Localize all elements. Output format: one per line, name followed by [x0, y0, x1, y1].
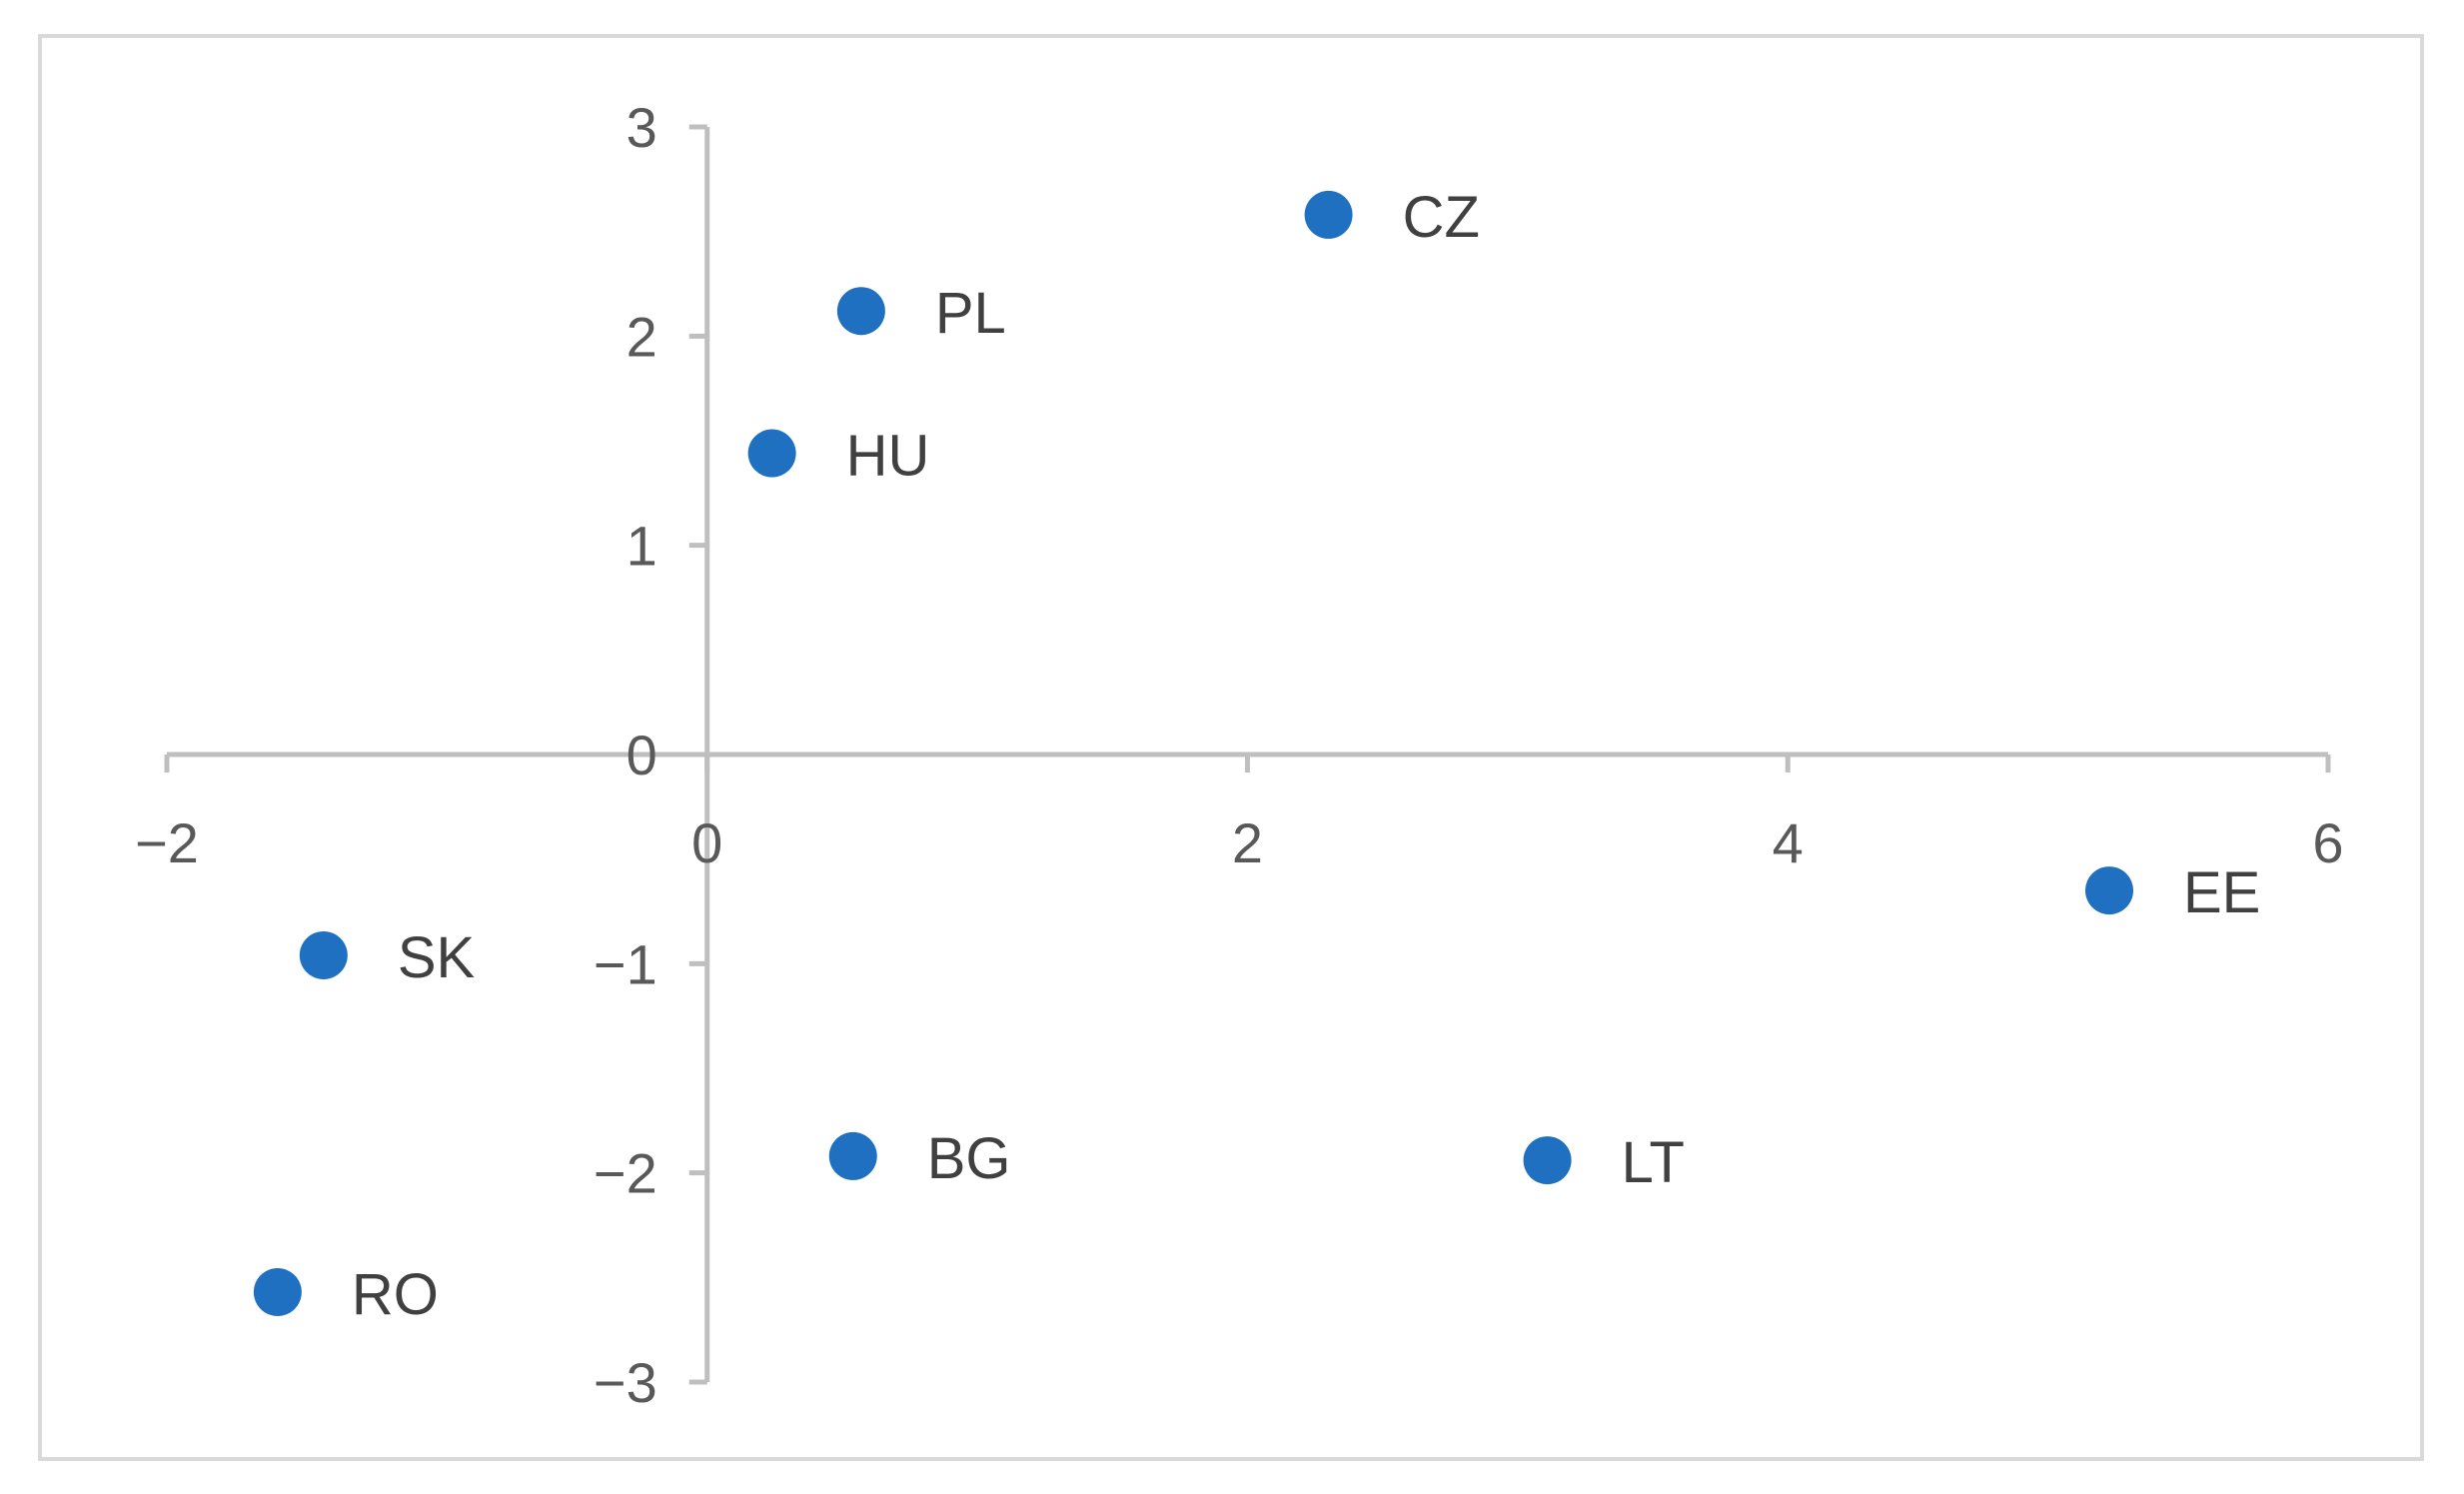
data-points: CZ PL HU SK EE BG LT RO — [253, 185, 2260, 1327]
data-label-bg: BG — [927, 1126, 1011, 1191]
data-label-sk: SK — [398, 925, 476, 990]
x-tick-label: −2 — [135, 811, 199, 874]
x-tick-label: 4 — [1773, 811, 1804, 874]
data-label-ee: EE — [2183, 860, 2260, 925]
x-tick-label: 6 — [2312, 811, 2343, 874]
data-point-bg — [828, 1131, 877, 1180]
data-label-ro: RO — [352, 1262, 439, 1327]
data-point-cz — [1304, 190, 1353, 239]
x-tick-label: 2 — [1232, 811, 1263, 874]
chart-frame — [38, 34, 2424, 1461]
data-point-ro — [253, 1267, 302, 1316]
y-tick-label: 0 — [626, 724, 657, 786]
data-point-pl — [836, 287, 885, 336]
y-tick-label: 2 — [626, 305, 657, 368]
tick-labels: −2 0 2 4 6 −3 −2 −1 0 1 2 3 — [135, 96, 2344, 1414]
data-point-sk — [299, 930, 348, 979]
data-label-cz: CZ — [1403, 185, 1480, 250]
data-label-lt: LT — [1622, 1130, 1685, 1195]
y-tick-label: −1 — [594, 932, 657, 995]
data-label-pl: PL — [935, 281, 1006, 346]
x-tick-label: 0 — [691, 811, 722, 874]
y-tick-label: −2 — [594, 1142, 657, 1205]
y-tick-label: 3 — [626, 96, 657, 159]
y-tick-label: −3 — [594, 1351, 657, 1414]
y-tick-label: 1 — [626, 515, 657, 578]
data-label-hu: HU — [846, 424, 930, 489]
data-point-hu — [747, 429, 796, 478]
data-point-lt — [1523, 1136, 1572, 1185]
axes — [164, 124, 2331, 1385]
data-point-ee — [2084, 866, 2133, 915]
